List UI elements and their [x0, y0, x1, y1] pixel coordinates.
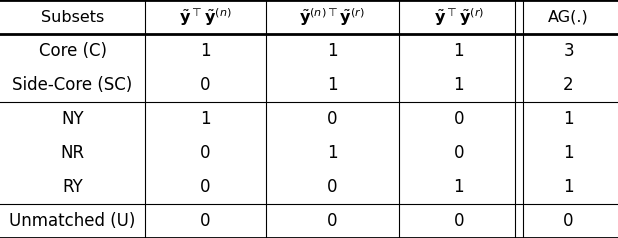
Text: Core (C): Core (C) — [38, 42, 107, 60]
Text: 1: 1 — [200, 42, 211, 60]
Text: $\tilde{\bf{y}}^{\top}\tilde{\bf{y}}^{(r)}$: $\tilde{\bf{y}}^{\top}\tilde{\bf{y}}^{(r… — [434, 6, 484, 28]
Text: AG(.): AG(.) — [548, 10, 589, 25]
Text: NR: NR — [61, 144, 85, 162]
Text: 0: 0 — [454, 212, 464, 230]
Text: 1: 1 — [327, 42, 337, 60]
Text: 0: 0 — [200, 144, 211, 162]
Text: 3: 3 — [563, 42, 574, 60]
Text: 0: 0 — [200, 76, 211, 94]
Text: 0: 0 — [564, 212, 574, 230]
Text: 1: 1 — [327, 76, 337, 94]
Text: 1: 1 — [563, 110, 574, 128]
Text: 0: 0 — [327, 110, 337, 128]
Text: 1: 1 — [454, 76, 464, 94]
Text: NY: NY — [61, 110, 84, 128]
Text: 0: 0 — [454, 144, 464, 162]
Text: 0: 0 — [200, 178, 211, 196]
Text: 0: 0 — [327, 178, 337, 196]
Text: 0: 0 — [327, 212, 337, 230]
Text: 1: 1 — [454, 42, 464, 60]
Text: $\tilde{\bf{y}}^{(n)\top}\tilde{\bf{y}}^{(r)}$: $\tilde{\bf{y}}^{(n)\top}\tilde{\bf{y}}^… — [299, 6, 365, 28]
Text: Side-Core (SC): Side-Core (SC) — [12, 76, 133, 94]
Text: 2: 2 — [563, 76, 574, 94]
Text: 1: 1 — [327, 144, 337, 162]
Text: Subsets: Subsets — [41, 10, 104, 25]
Text: RY: RY — [62, 178, 83, 196]
Text: 1: 1 — [200, 110, 211, 128]
Text: 0: 0 — [200, 212, 211, 230]
Text: 1: 1 — [454, 178, 464, 196]
Text: 0: 0 — [454, 110, 464, 128]
Text: Unmatched (U): Unmatched (U) — [9, 212, 136, 230]
Text: $\tilde{\bf{y}}^{\top}\tilde{\bf{y}}^{(n)}$: $\tilde{\bf{y}}^{\top}\tilde{\bf{y}}^{(n… — [179, 6, 232, 28]
Text: 1: 1 — [563, 144, 574, 162]
Text: 1: 1 — [563, 178, 574, 196]
